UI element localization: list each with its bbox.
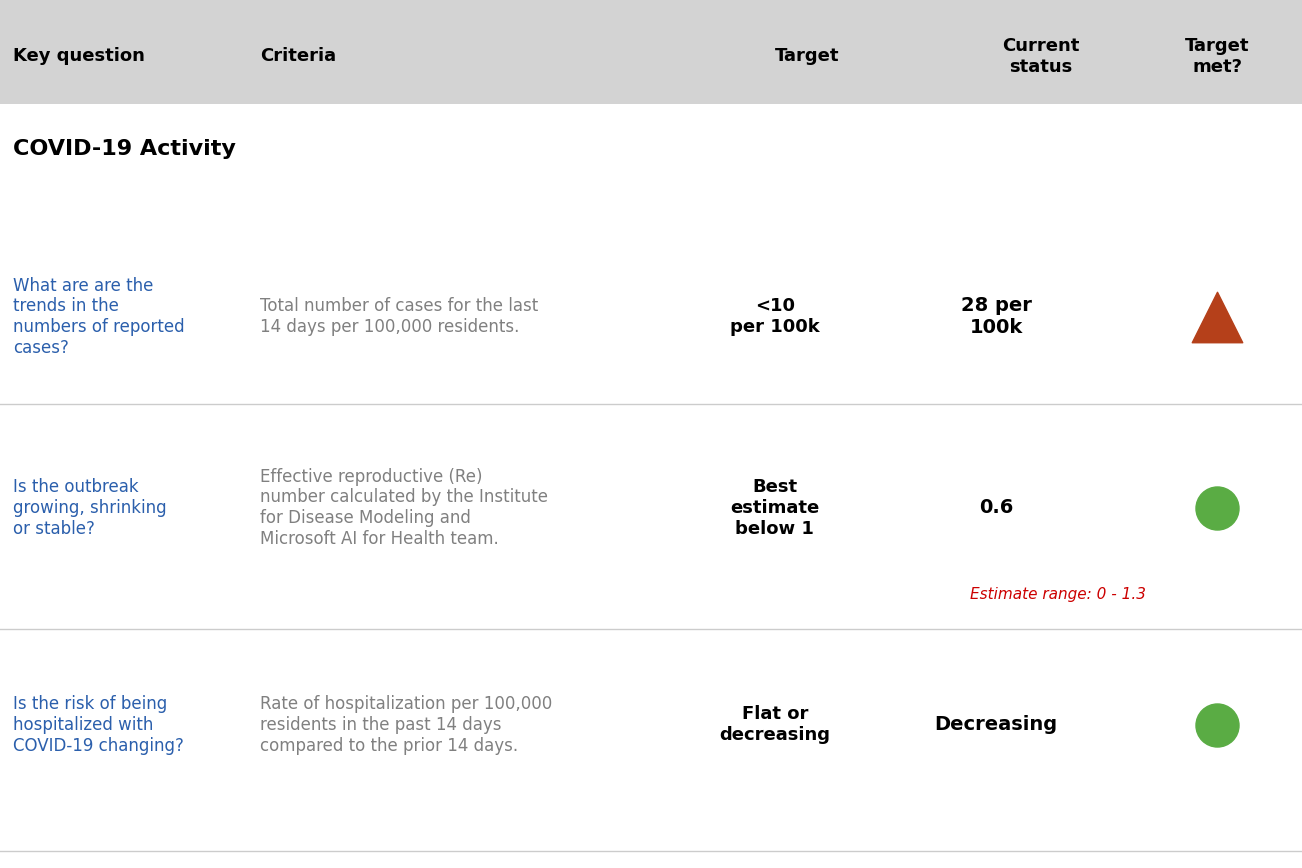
Text: Flat or
decreasing: Flat or decreasing: [719, 706, 831, 744]
Text: <10
per 100k: <10 per 100k: [730, 298, 819, 336]
Text: Target: Target: [775, 48, 840, 65]
Text: Estimate range: 0 - 1.3: Estimate range: 0 - 1.3: [970, 587, 1146, 602]
Text: Decreasing: Decreasing: [935, 715, 1057, 734]
Text: Rate of hospitalization per 100,000
residents in the past 14 days
compared to th: Rate of hospitalization per 100,000 resi…: [260, 695, 552, 754]
Point: [1207, 501, 1228, 515]
FancyBboxPatch shape: [0, 0, 1302, 104]
Text: Is the risk of being
hospitalized with
COVID-19 changing?: Is the risk of being hospitalized with C…: [13, 695, 184, 754]
Text: Is the outbreak
growing, shrinking
or stable?: Is the outbreak growing, shrinking or st…: [13, 478, 167, 537]
Text: COVID-19 Activity: COVID-19 Activity: [13, 139, 236, 159]
Text: Total number of cases for the last
14 days per 100,000 residents.: Total number of cases for the last 14 da…: [260, 298, 539, 336]
Text: 28 per
100k: 28 per 100k: [961, 296, 1031, 338]
Text: Effective reproductive (Re)
number calculated by the Institute
for Disease Model: Effective reproductive (Re) number calcu…: [260, 468, 548, 548]
Point: [1207, 310, 1228, 324]
Text: What are are the
trends in the
numbers of reported
cases?: What are are the trends in the numbers o…: [13, 277, 185, 357]
Text: Key question: Key question: [13, 48, 145, 65]
Text: Target
met?: Target met?: [1185, 37, 1250, 76]
Point: [1207, 718, 1228, 732]
Text: Criteria: Criteria: [260, 48, 336, 65]
Text: Best
estimate
below 1: Best estimate below 1: [730, 478, 819, 537]
Text: Current
status: Current status: [1003, 37, 1079, 76]
Text: 0.6: 0.6: [979, 498, 1013, 517]
